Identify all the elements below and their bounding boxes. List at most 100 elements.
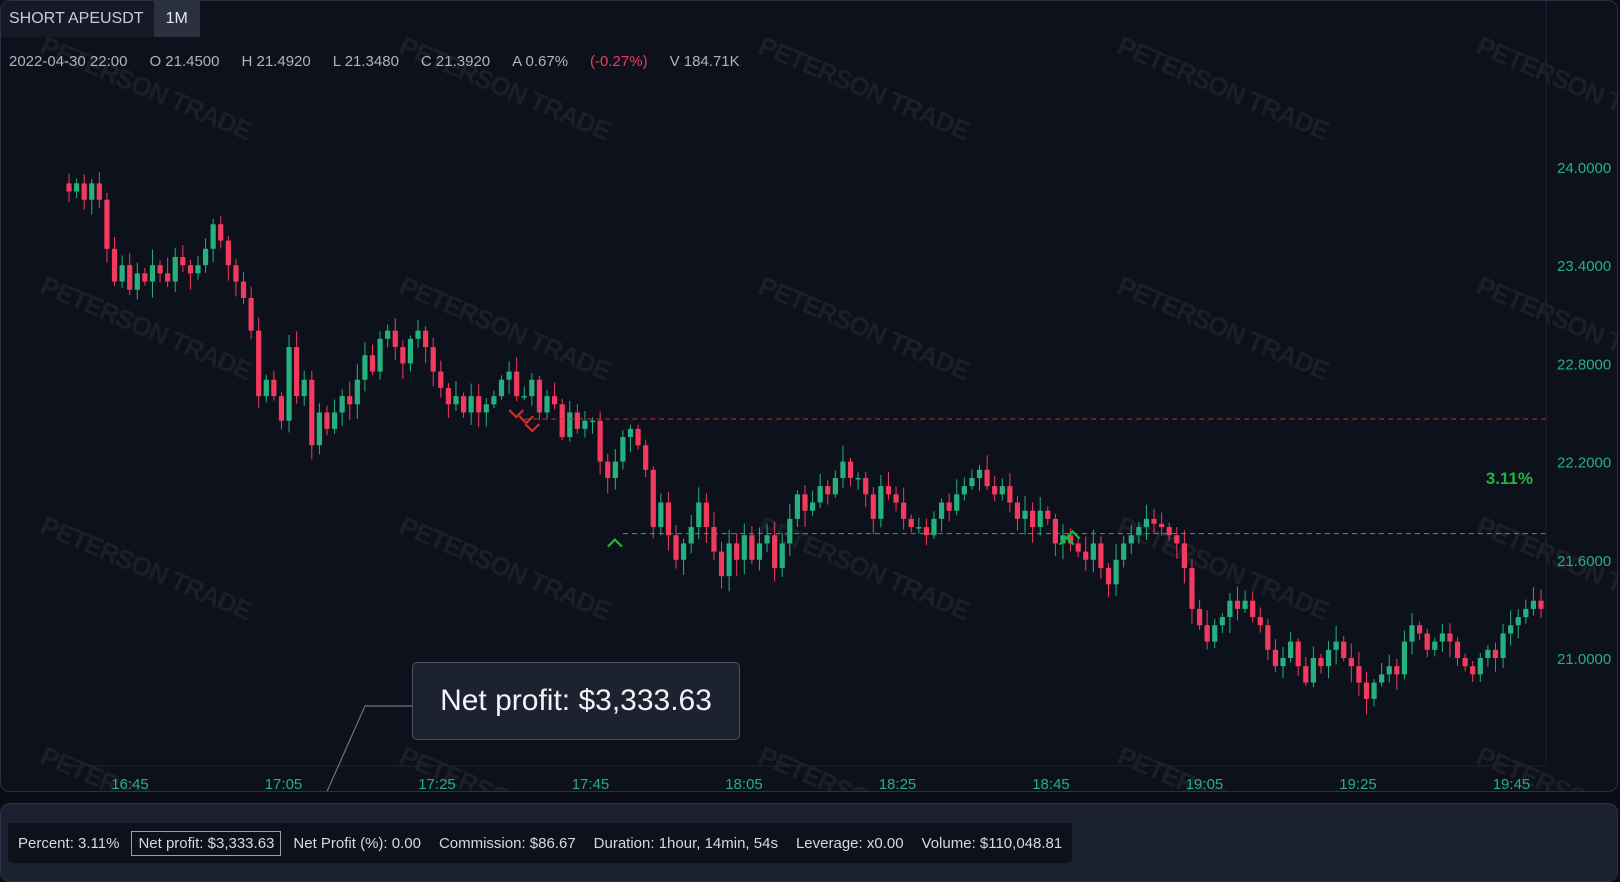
candle-body — [1090, 543, 1096, 560]
candle-body — [1189, 567, 1195, 609]
callout-text: Net profit: $3,333.63 — [440, 684, 712, 717]
candle-body — [1151, 518, 1157, 524]
candle-body — [1022, 510, 1028, 519]
candle-body — [946, 502, 952, 511]
candle-body — [1538, 600, 1544, 609]
candle-body — [703, 502, 709, 528]
stat-net-profit[interactable]: Net profit: $3,333.63 — [131, 830, 282, 856]
exit-marker-icon — [1064, 530, 1081, 540]
candle-body — [256, 330, 262, 397]
candle-body — [1280, 658, 1286, 667]
timeframe-button[interactable]: 1M — [153, 1, 200, 37]
entry-marker-icon — [524, 423, 541, 433]
candle-body — [916, 527, 922, 529]
candle-body — [1265, 625, 1271, 650]
candle-body — [210, 224, 216, 249]
candle-body — [1204, 625, 1210, 642]
candle-body — [794, 494, 801, 519]
candle-body — [954, 494, 960, 511]
candle-body — [1401, 641, 1408, 675]
candle-body — [149, 265, 156, 282]
candle-body — [1409, 625, 1415, 642]
candle-body — [1174, 535, 1180, 544]
candle-body — [749, 535, 755, 560]
candle-body — [1227, 600, 1233, 618]
candle-body — [1052, 518, 1058, 544]
price-tick-label: 24.0000 — [1557, 160, 1611, 177]
price-tick-label: 22.8000 — [1557, 356, 1611, 373]
candle-body — [225, 240, 231, 266]
candle-body — [1333, 641, 1339, 650]
candle-body — [134, 273, 140, 290]
stat-volume: Volume: $110,048.81 — [921, 834, 1063, 852]
candle-body — [1348, 658, 1354, 667]
candle-body — [605, 461, 611, 478]
candle-body — [1432, 641, 1438, 650]
price-tick-label: 23.4000 — [1557, 258, 1611, 275]
candle-body — [658, 502, 664, 528]
candle-body — [885, 486, 892, 495]
candle-body — [908, 518, 914, 528]
candle-body — [195, 265, 201, 274]
candle-body — [984, 469, 990, 487]
ohlc-volume: V 184.71K — [669, 53, 740, 70]
candle-body — [1485, 649, 1491, 658]
entry-marker-icon — [518, 415, 535, 425]
candle-body — [468, 396, 474, 413]
candle-body — [202, 248, 209, 266]
candle-body — [529, 379, 535, 397]
candle-body — [938, 502, 945, 519]
candle-body — [1181, 543, 1187, 568]
candle-body — [218, 224, 224, 241]
price-tick-label: 22.2000 — [1557, 455, 1611, 472]
candle-body — [407, 338, 414, 364]
candle-body — [1250, 600, 1256, 618]
candle-body — [992, 486, 998, 495]
candle-body — [1371, 682, 1377, 699]
candle-body — [1159, 523, 1165, 528]
candle-body — [802, 494, 808, 511]
time-tick-label: 18:05 — [725, 776, 763, 792]
candle-body — [1121, 543, 1127, 560]
candle-body — [339, 396, 345, 413]
candle-body — [1045, 510, 1051, 519]
candlestick-chart[interactable]: 3.11% 24.0000 23.4000 22.8000 22.2000 21.600… — [1, 1, 1618, 792]
candle-body — [1067, 535, 1074, 544]
candle-body — [460, 396, 467, 413]
candle-body — [1310, 658, 1316, 683]
candle-body — [870, 494, 876, 519]
candle-body — [863, 477, 869, 495]
candle-body — [764, 535, 770, 544]
candle-body — [756, 543, 763, 560]
candle-body — [552, 396, 558, 405]
candle-body — [1014, 502, 1021, 519]
candle-body — [142, 273, 148, 282]
candle-body — [96, 183, 102, 200]
stat-commission: Commission: $86.67 — [438, 834, 576, 852]
net-profit-callout: Net profit: $3,333.63 — [412, 662, 740, 740]
candle-body — [901, 502, 907, 519]
candle-body — [354, 379, 360, 405]
candle-body — [999, 486, 1005, 495]
entry-marker-icon — [508, 409, 525, 419]
candle-body — [787, 518, 793, 544]
candle-body — [855, 477, 861, 480]
time-tick-label: 19:05 — [1186, 776, 1224, 792]
candle-body — [453, 396, 459, 405]
candle-body — [1386, 666, 1392, 675]
candle-body — [286, 347, 292, 421]
candle-body — [673, 535, 679, 560]
time-tick-label: 16:45 — [111, 776, 149, 792]
candle-body — [445, 387, 451, 405]
candle-body — [1007, 486, 1013, 503]
candle-body — [316, 412, 322, 446]
candle-body — [165, 273, 171, 282]
stat-percent: Percent: 3.11% — [18, 834, 120, 852]
candle-body — [680, 543, 687, 560]
candle-body — [491, 396, 497, 405]
candle-body — [73, 183, 80, 192]
candle-body — [1416, 625, 1423, 634]
ohlc-low: L 21.3480 — [332, 53, 399, 70]
candle-body — [180, 257, 186, 266]
candle-body — [696, 502, 702, 528]
